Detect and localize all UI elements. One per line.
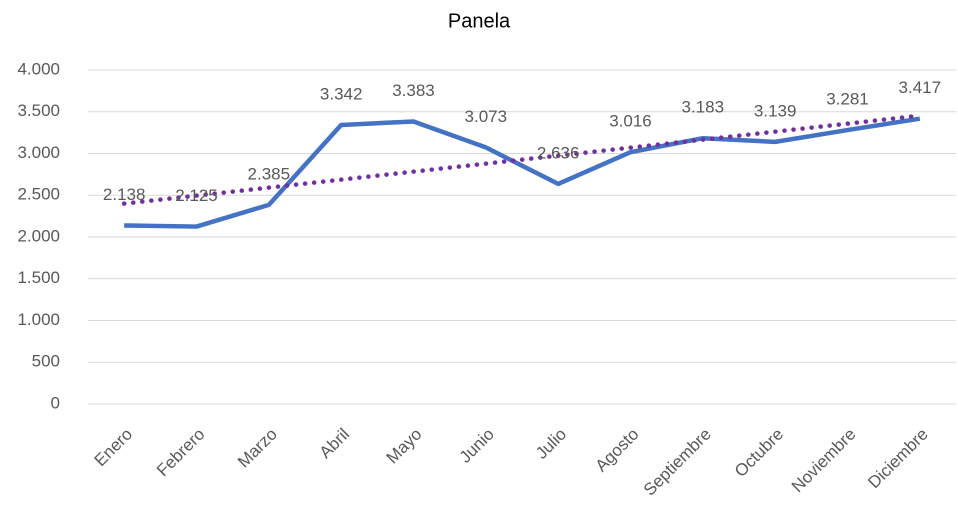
data-label: 3.139 [754,101,797,120]
y-tick-label: 1.000 [17,310,60,329]
y-tick-label: 3.500 [17,101,60,120]
data-label: 2.636 [537,143,580,162]
data-label: 2.385 [248,164,291,183]
x-tick-label: Octubre [731,425,787,481]
y-tick-label: 4.000 [17,59,60,78]
x-tick-label: Enero [91,425,137,471]
data-label: 3.183 [682,98,725,117]
trendline [121,113,923,206]
data-label: 3.383 [392,81,435,100]
x-tick-label: Diciembre [864,425,932,493]
x-tick-label: Abril [316,425,353,462]
data-label: 2.125 [175,186,218,205]
x-tick-label: Septiembre [640,425,715,500]
data-label: 3.016 [609,112,652,131]
x-tick-label: Junio [456,425,498,467]
y-tick-label: 0 [51,393,60,412]
y-tick-label: 3.000 [17,143,60,162]
x-tick-label: Marzo [234,425,281,472]
data-label: 3.073 [465,107,508,126]
x-tick-label: Agosto [592,425,643,476]
data-line [124,116,921,229]
x-tick-label: Mayo [383,425,426,468]
x-tick-label: Febrero [153,425,209,481]
data-label: 3.281 [826,90,869,109]
y-tick-label: 1.500 [17,268,60,287]
chart-title: Panela [448,10,511,32]
y-tick-label: 2.500 [17,185,60,204]
data-label: 3.342 [320,84,363,103]
x-tick-label: Noviembre [788,425,860,497]
y-tick-label: 2.000 [17,226,60,245]
x-tick-label: Julio [532,425,570,463]
data-label: 3.417 [899,78,942,97]
data-label: 2.138 [103,185,146,204]
y-tick-label: 500 [32,352,60,371]
